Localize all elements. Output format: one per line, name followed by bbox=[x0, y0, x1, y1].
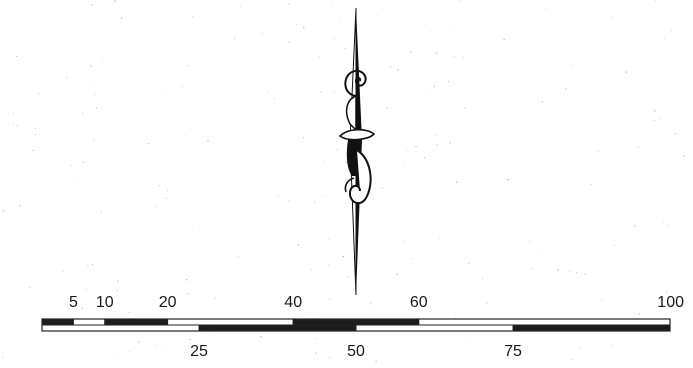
scale-segment-top-4 bbox=[292, 318, 420, 326]
arrow-lower-scroll bbox=[348, 149, 372, 205]
scale-segment-bottom-3 bbox=[512, 324, 671, 332]
scale-label-bottom-25: 25 bbox=[190, 343, 208, 360]
scale-bar-top-labels: 5 10 20 40 60 100 bbox=[69, 294, 684, 311]
scale-label-top-20: 20 bbox=[159, 294, 177, 311]
arrow-upper-scroll bbox=[344, 69, 367, 97]
scale-label-top-10: 10 bbox=[96, 294, 114, 311]
scale-bar-bottom-labels: 25 50 75 bbox=[190, 343, 522, 360]
arrow-upper-scroll-fill bbox=[345, 94, 357, 132]
scale-label-top-60: 60 bbox=[410, 294, 428, 311]
scale-bar-bottom-track bbox=[41, 324, 671, 332]
scale-label-top-100: 100 bbox=[657, 294, 684, 311]
scale-label-bottom-75: 75 bbox=[504, 343, 522, 360]
scale-label-top-40: 40 bbox=[284, 294, 302, 311]
ornate-north-arrow-icon bbox=[338, 7, 376, 296]
scale-segment-top-0 bbox=[41, 318, 74, 326]
scale-segment-top-1 bbox=[72, 318, 106, 326]
scale-segment-bottom-1 bbox=[198, 324, 357, 332]
scale-segment-top-3 bbox=[167, 318, 294, 326]
scale-segment-bottom-0 bbox=[41, 324, 200, 332]
arrow-center-band bbox=[338, 128, 376, 141]
scale-bar-top-track bbox=[41, 318, 671, 326]
scale-label-top-5: 5 bbox=[69, 294, 78, 311]
scale-bar-outline bbox=[41, 318, 671, 332]
scale-segment-top-5 bbox=[418, 318, 671, 326]
scale-segment-bottom-2 bbox=[355, 324, 514, 332]
arrow-lower-hook bbox=[344, 177, 355, 193]
arrow-lower-dark bbox=[346, 140, 360, 176]
scale-bar: 5 10 20 40 60 100 25 50 75 bbox=[41, 294, 684, 360]
scale-label-bottom-50: 50 bbox=[347, 343, 365, 360]
scale-segment-top-2 bbox=[104, 318, 169, 326]
